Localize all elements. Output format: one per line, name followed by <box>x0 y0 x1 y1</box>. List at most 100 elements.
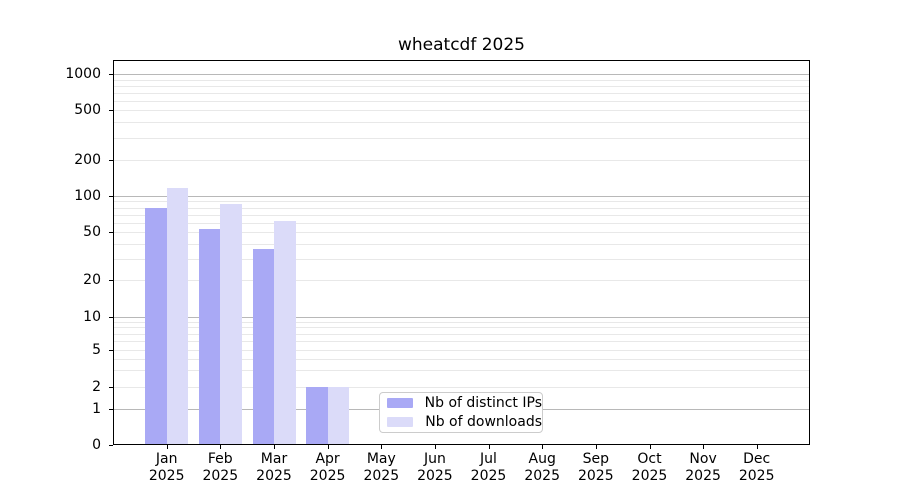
x-tick-label: Jul 2025 <box>457 451 521 485</box>
x-tick-year: 2025 <box>631 468 668 484</box>
x-tick-mark <box>649 445 651 449</box>
y-tick-label: 5 <box>92 342 101 358</box>
legend: Nb of distinct IPs Nb of downloads <box>379 392 543 433</box>
x-tick-mark <box>756 445 758 449</box>
chart-title: wheatcdf 2025 <box>397 35 525 55</box>
x-tick-year: 2025 <box>738 468 775 484</box>
bar-downloads <box>274 220 296 444</box>
y-gridline-minor <box>114 201 809 203</box>
x-tick-year: 2025 <box>202 468 239 484</box>
x-tick-label: Feb 2025 <box>188 451 252 485</box>
y-gridline-minor <box>114 232 809 234</box>
y-tick-label: 1000 <box>65 66 101 82</box>
x-tick-year: 2025 <box>256 468 292 484</box>
x-tick-month: May <box>366 451 396 467</box>
y-gridline-minor <box>114 258 809 260</box>
y-tick-mark <box>109 280 113 281</box>
x-tick-mark <box>327 445 329 449</box>
x-tick-year: 2025 <box>577 468 614 484</box>
x-tick-month: Jun <box>423 451 446 467</box>
y-gridline-major <box>114 195 809 197</box>
legend-swatch-distinct-ips-icon <box>387 398 413 408</box>
y-gridline-minor <box>114 333 809 335</box>
x-tick-month: Aug <box>528 451 556 467</box>
y-gridline-major <box>114 316 809 318</box>
y-tick-mark <box>109 445 113 446</box>
y-gridline-minor <box>114 100 809 102</box>
x-tick-mark <box>595 445 597 449</box>
y-tick-mark <box>109 232 113 234</box>
x-tick-month: Dec <box>743 451 771 467</box>
y-tick-label: 2 <box>92 378 101 395</box>
x-tick-label: Dec 2025 <box>725 451 789 485</box>
x-tick-mark <box>166 445 168 449</box>
y-tick-label: 1 <box>92 400 101 417</box>
y-tick-label: 500 <box>74 102 101 118</box>
bar-downloads <box>327 386 350 444</box>
x-tick-year: 2025 <box>148 468 185 484</box>
x-tick-mark <box>542 445 544 449</box>
x-tick-month: Oct <box>637 451 662 467</box>
y-gridline-minor <box>114 79 809 81</box>
x-tick-label: Nov 2025 <box>671 451 735 485</box>
y-tick-label: 200 <box>74 151 101 168</box>
y-gridline-minor <box>114 137 809 139</box>
y-gridline-minor <box>114 386 809 388</box>
x-tick-label: Oct 2025 <box>618 451 682 485</box>
y-gridline-minor <box>114 321 809 323</box>
x-tick-mark <box>381 445 383 449</box>
x-tick-label: Jun 2025 <box>403 451 467 485</box>
x-tick-mark <box>703 445 705 449</box>
x-tick-month: Feb <box>207 451 233 467</box>
y-tick-mark <box>109 316 113 318</box>
y-gridline-major <box>114 74 809 75</box>
x-tick-month: Mar <box>260 451 288 467</box>
x-tick-year: 2025 <box>363 468 400 484</box>
legend-item-label: Nb of downloads <box>425 414 542 430</box>
y-gridline-minor <box>114 110 809 111</box>
x-tick-year: 2025 <box>309 468 346 484</box>
x-tick-mark <box>220 445 222 449</box>
legend-item: Nb of downloads <box>387 414 542 430</box>
bar-downloads <box>220 203 242 444</box>
y-tick-label: 10 <box>83 308 101 325</box>
y-gridline-minor <box>114 214 809 216</box>
y-tick-mark <box>109 159 113 161</box>
x-tick-year: 2025 <box>470 468 507 484</box>
y-gridline-minor <box>114 358 809 360</box>
x-tick-month: Nov <box>689 451 717 467</box>
bar-distinct-ips <box>252 249 274 444</box>
y-tick-label: 100 <box>74 187 101 204</box>
y-gridline-minor <box>114 243 809 245</box>
y-tick-label: 50 <box>83 224 101 241</box>
y-gridline-minor <box>114 370 809 372</box>
x-tick-label: Jan 2025 <box>135 451 199 485</box>
x-tick-mark <box>274 445 275 449</box>
x-tick-year: 2025 <box>524 468 560 484</box>
y-gridline-minor <box>114 85 809 87</box>
y-gridline-minor <box>114 159 809 161</box>
bar-distinct-ips <box>198 229 221 444</box>
x-tick-month: Sep <box>582 451 609 467</box>
bar-distinct-ips <box>145 207 167 444</box>
bar-downloads <box>166 187 189 444</box>
y-gridline-minor <box>114 341 809 343</box>
x-tick-label: Sep 2025 <box>564 451 628 485</box>
y-tick-mark <box>109 74 113 75</box>
x-tick-mark <box>434 445 436 449</box>
legend-item: Nb of distinct IPs <box>387 395 542 411</box>
x-tick-month: Apr <box>315 451 340 467</box>
x-tick-label: May 2025 <box>349 451 413 485</box>
bar-distinct-ips <box>306 386 328 444</box>
x-tick-year: 2025 <box>685 468 721 484</box>
x-tick-mark <box>488 445 490 449</box>
y-tick-mark <box>109 408 113 410</box>
y-tick-mark <box>109 195 113 197</box>
x-tick-label: Apr 2025 <box>296 451 360 485</box>
x-tick-label: Aug 2025 <box>510 451 574 485</box>
y-gridline-minor <box>114 222 809 224</box>
x-tick-label: Mar 2025 <box>242 451 306 485</box>
y-gridline-minor <box>114 350 809 351</box>
y-gridline-minor <box>114 122 809 124</box>
